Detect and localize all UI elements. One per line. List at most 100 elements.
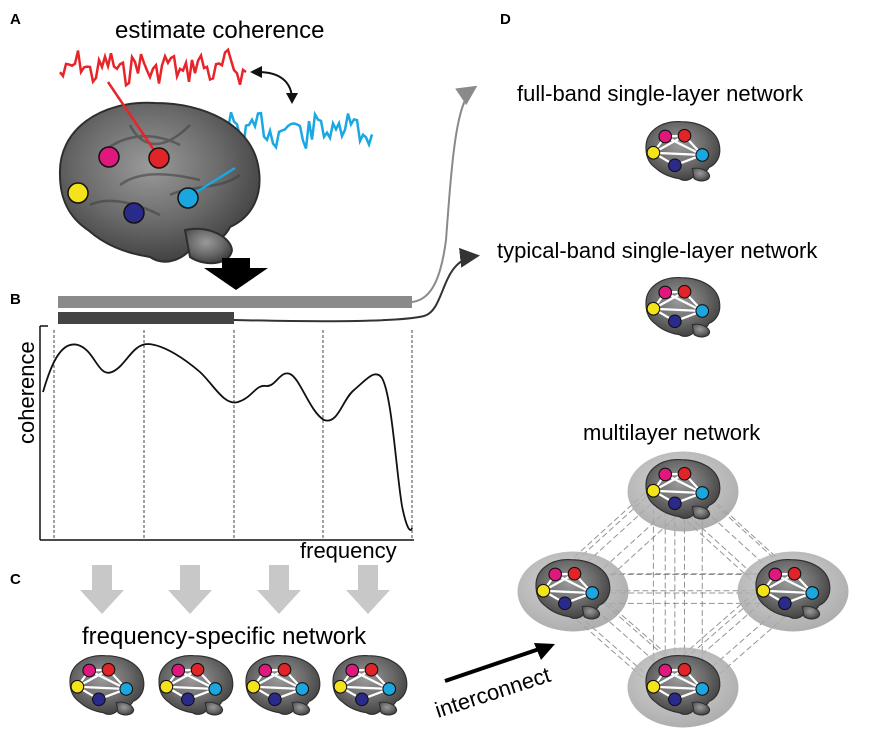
panel-letter-b: B bbox=[10, 291, 21, 308]
network-node bbox=[756, 583, 771, 598]
network-node bbox=[677, 662, 692, 677]
interlayer-link bbox=[684, 473, 795, 575]
network-edge bbox=[653, 151, 703, 157]
network-node bbox=[82, 663, 97, 678]
network-node bbox=[768, 567, 783, 582]
network-node bbox=[258, 663, 273, 678]
interconnect-arrow bbox=[444, 644, 549, 683]
network-node bbox=[268, 692, 282, 707]
interlayer-link bbox=[574, 473, 685, 575]
network-edge bbox=[653, 685, 703, 691]
interlayer-link bbox=[591, 492, 703, 594]
network-edge bbox=[177, 669, 216, 690]
network-node bbox=[92, 692, 106, 707]
network-node bbox=[695, 486, 710, 500]
network-node bbox=[778, 596, 792, 611]
network-edge bbox=[166, 685, 216, 691]
network-node bbox=[805, 586, 820, 600]
network-edge bbox=[664, 669, 703, 690]
network-node bbox=[658, 129, 673, 144]
yellow-node bbox=[67, 182, 89, 204]
network-node bbox=[695, 148, 710, 162]
red-signal-trace bbox=[59, 47, 247, 88]
y-axis-label: coherence bbox=[14, 341, 39, 444]
network-node bbox=[333, 679, 348, 694]
network-node bbox=[646, 483, 661, 498]
network-node bbox=[668, 158, 682, 173]
big-down-arrow bbox=[204, 258, 268, 290]
down-arrow-group bbox=[80, 565, 390, 614]
network-edge bbox=[653, 307, 703, 313]
main-brain bbox=[58, 101, 261, 265]
network-edge bbox=[351, 669, 390, 690]
red-node bbox=[148, 147, 170, 169]
gray-down-arrow bbox=[80, 565, 124, 614]
panel-letter-d: D bbox=[500, 11, 511, 28]
network-node bbox=[101, 662, 116, 677]
red-lead-line bbox=[106, 81, 160, 157]
network-node bbox=[548, 567, 563, 582]
network-node bbox=[295, 682, 310, 696]
gray-down-arrow bbox=[257, 565, 301, 614]
x-axis-label: frequency bbox=[300, 538, 397, 563]
gray-down-arrow bbox=[168, 565, 212, 614]
mini-brain-network bbox=[737, 551, 849, 632]
interlayer-link bbox=[664, 474, 776, 575]
network-edge bbox=[664, 291, 703, 312]
network-node bbox=[677, 466, 692, 481]
network-node bbox=[668, 692, 682, 707]
cyan-node bbox=[177, 187, 199, 209]
full-band-connector-arrow bbox=[411, 85, 478, 303]
gray-down-arrow bbox=[346, 565, 390, 614]
multilayer-title: multilayer network bbox=[583, 420, 761, 445]
mini-brain-network bbox=[645, 121, 721, 182]
panel-letter-c: C bbox=[10, 571, 21, 588]
network-node bbox=[277, 662, 292, 677]
network-edge bbox=[543, 589, 593, 595]
network-node bbox=[585, 586, 600, 600]
typical-band-title: typical-band single-layer network bbox=[497, 238, 818, 263]
mini-brain-network bbox=[158, 655, 234, 716]
network-node bbox=[355, 692, 369, 707]
network-node bbox=[70, 679, 85, 694]
network-node bbox=[668, 496, 682, 511]
interlayer-link bbox=[554, 574, 666, 671]
network-node bbox=[695, 682, 710, 696]
network-node bbox=[119, 682, 134, 696]
multilayer-brains bbox=[517, 451, 849, 728]
network-edge bbox=[774, 573, 813, 594]
network-node bbox=[345, 663, 360, 678]
full-band-title: full-band single-layer network bbox=[517, 81, 804, 106]
interlayer-link bbox=[701, 492, 813, 594]
typical-band-bar bbox=[58, 312, 234, 324]
network-node bbox=[558, 596, 572, 611]
network-node bbox=[677, 128, 692, 143]
frequency-specific-brains bbox=[69, 655, 408, 716]
network-node bbox=[646, 679, 661, 694]
network-node bbox=[695, 304, 710, 318]
network-node bbox=[246, 679, 261, 694]
network-node bbox=[646, 301, 661, 316]
coherence-curve bbox=[42, 343, 413, 531]
mini-brain-network bbox=[332, 655, 408, 716]
single-layer-brains bbox=[645, 121, 721, 338]
mini-brain-network bbox=[69, 655, 145, 716]
panel-letter-a: A bbox=[10, 11, 21, 28]
network-edge bbox=[664, 135, 703, 156]
network-edge bbox=[653, 489, 703, 495]
coherence-double-arrow bbox=[257, 71, 293, 101]
network-edge bbox=[88, 669, 127, 690]
navy-node bbox=[123, 202, 145, 224]
network-edge bbox=[264, 669, 303, 690]
blue-lead-line bbox=[189, 166, 236, 198]
full-band-bar bbox=[58, 296, 412, 308]
network-node bbox=[658, 663, 673, 678]
interlayer-link bbox=[543, 490, 654, 592]
typical-band-connector-arrow bbox=[233, 247, 480, 323]
network-node bbox=[677, 284, 692, 299]
network-edge bbox=[554, 573, 593, 594]
network-edge bbox=[763, 589, 813, 595]
network-node bbox=[382, 682, 397, 696]
magenta-node bbox=[98, 146, 120, 168]
